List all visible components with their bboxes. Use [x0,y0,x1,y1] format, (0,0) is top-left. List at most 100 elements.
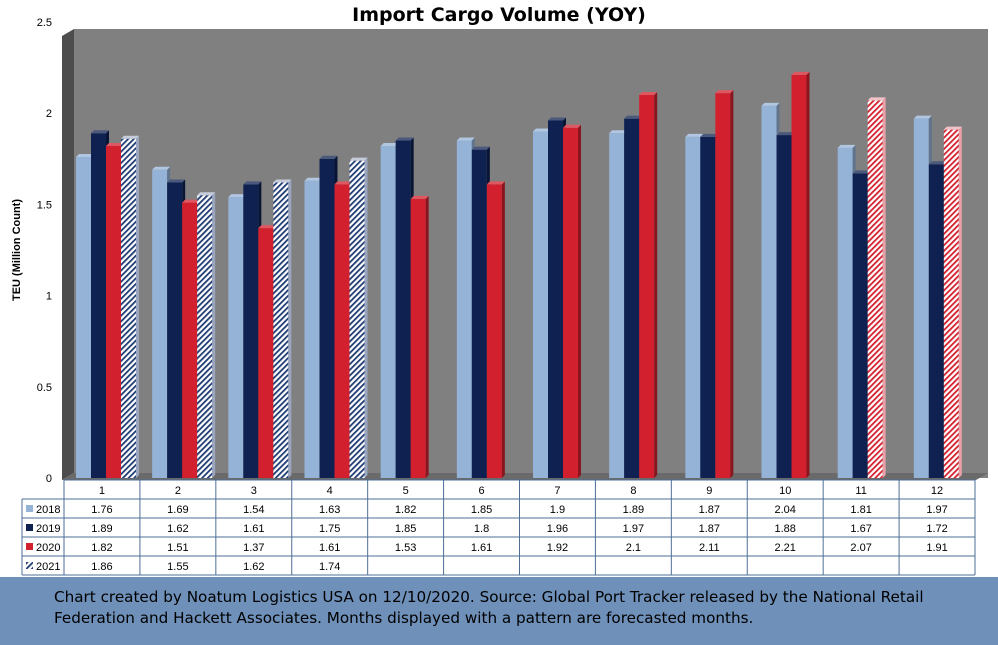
bar-top [928,161,947,165]
data-label: 1.62 [243,561,264,573]
data-label: 1.9 [550,504,565,516]
legend-key [26,562,33,569]
bar-top [715,90,734,94]
data-label: 1.86 [91,561,112,573]
x-tick-label: 7 [554,485,560,497]
bar-side [578,124,581,479]
bar-top [334,181,353,185]
bar-side [882,97,886,478]
bar-side [288,179,292,478]
data-label: 2.21 [774,542,795,554]
bar-front [700,136,716,479]
bar-front [197,195,213,478]
data-label: 1.62 [167,523,188,535]
x-tick-label: 1 [99,485,105,497]
bar [273,179,292,478]
bar-front [685,136,701,479]
bar-top [471,146,490,150]
y-tick-label: 2.5 [37,17,52,29]
bar-top [867,97,886,101]
bar-top [533,128,551,132]
y-tick-label: 0 [46,473,52,485]
data-label: 2.07 [850,542,871,554]
bar-front [410,198,426,479]
bar-front [837,147,853,478]
bar-side [212,192,216,478]
bar [791,71,810,479]
bar-front [182,202,198,479]
x-tick-label: 11 [855,485,866,497]
data-label: 1.82 [91,542,112,554]
legend-label: 2020 [36,542,60,554]
bar-front [791,74,807,479]
bar-front [167,182,183,478]
bar-front [334,184,350,478]
y-axis-title: TEU (Million Count) [11,199,23,301]
bar-top [319,155,338,159]
bar [410,195,429,479]
bar-front [548,120,563,478]
bar-side [425,195,429,479]
bar-front [91,133,106,478]
bar-top [273,179,292,183]
bar-top [456,137,475,141]
bar-top [304,177,323,181]
bar [715,90,734,479]
legend-label: 2018 [36,504,60,516]
bar-top [395,137,414,141]
bar-top [761,102,780,106]
bar-front [715,93,731,479]
data-label: 1.72 [926,523,947,535]
data-label: 1.54 [243,504,264,516]
bar-front [471,149,487,478]
bar-top [182,199,201,203]
data-label: 1.55 [167,561,188,573]
chart-caption: Chart created by Noatum Logistics USA on… [0,577,998,645]
x-tick-label: 8 [630,485,636,497]
data-label: 1.92 [547,542,568,554]
bar-top [258,225,277,229]
data-label: 1.51 [167,542,188,554]
y-tick-label: 2 [46,108,52,120]
legend-label: 2019 [36,523,60,535]
bar-front [76,156,91,478]
data-label: 2.04 [774,504,795,516]
data-label: 1.53 [395,542,416,554]
bar [121,135,139,478]
legend-key [26,543,33,550]
data-label: 1.81 [850,504,871,516]
bar [943,126,962,478]
bar [197,192,216,478]
bar-front [258,228,274,478]
legend-label: 2021 [36,561,60,573]
bar-front [609,133,625,478]
bar-top [548,117,566,121]
data-label: 1.97 [623,523,644,535]
bar-front [349,160,365,478]
bar-front [852,173,868,478]
legend-key [26,524,33,531]
bar-top [243,181,262,185]
data-label: 1.61 [243,523,264,535]
bar-front [456,140,472,478]
y-tick-label: 0.5 [37,382,52,394]
x-tick-label: 10 [779,485,791,497]
data-label: 1.69 [167,504,188,516]
bar-side [364,157,368,478]
data-label: 1.88 [774,523,795,535]
x-tick-label: 6 [478,485,484,497]
bar-side [136,135,139,478]
bars [76,71,962,479]
data-label: 1.37 [243,542,264,554]
bar-front [304,180,320,479]
data-label: 2.11 [699,542,720,554]
bar-top [197,192,216,196]
data-label: 1.89 [623,504,644,516]
data-label: 1.74 [319,561,340,573]
y-axis: 0 0.5 1 1.5 2 2.5 TEU (Million Count) [11,17,52,485]
bar-top [167,179,186,183]
bar-top [349,157,368,161]
bar-front [563,127,578,479]
bar-top [700,133,719,137]
